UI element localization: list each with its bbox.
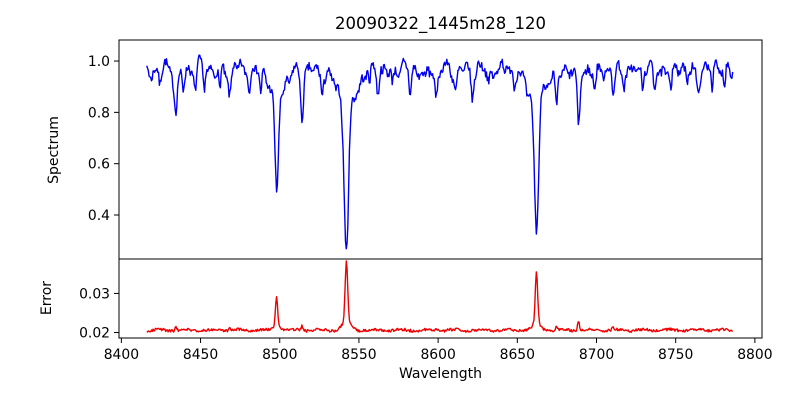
x-tick-label: 8700 (579, 347, 614, 363)
x-tick-label: 8800 (737, 347, 772, 363)
x-tick-label: 8750 (658, 347, 693, 363)
x-axis-label: Wavelength (398, 366, 483, 382)
y-tick-label: 0.02 (79, 326, 110, 342)
y-axis-label-spectrum: Spectrum (46, 116, 62, 184)
y-tick-label: 0.4 (88, 208, 110, 224)
y-tick-label: 0.6 (88, 157, 110, 173)
spectrum-line (146, 54, 734, 250)
x-tick-label: 8650 (500, 347, 535, 363)
error-line (146, 260, 734, 333)
x-tick-label: 8450 (183, 347, 218, 363)
y-tick-label: 0.8 (88, 105, 110, 121)
y-tick-label: 0.03 (79, 286, 110, 302)
x-tick-label: 8400 (104, 347, 139, 363)
error-axes-frame (118, 258, 763, 339)
chart-title: 20090322_1445m28_120 (334, 14, 547, 33)
x-tick-label: 8500 (262, 347, 297, 363)
x-tick-label: 8600 (420, 347, 455, 363)
y-tick-label: 1.0 (88, 54, 110, 70)
x-tick-label: 8550 (341, 347, 376, 363)
y-axis-label-error: Error (39, 280, 55, 316)
